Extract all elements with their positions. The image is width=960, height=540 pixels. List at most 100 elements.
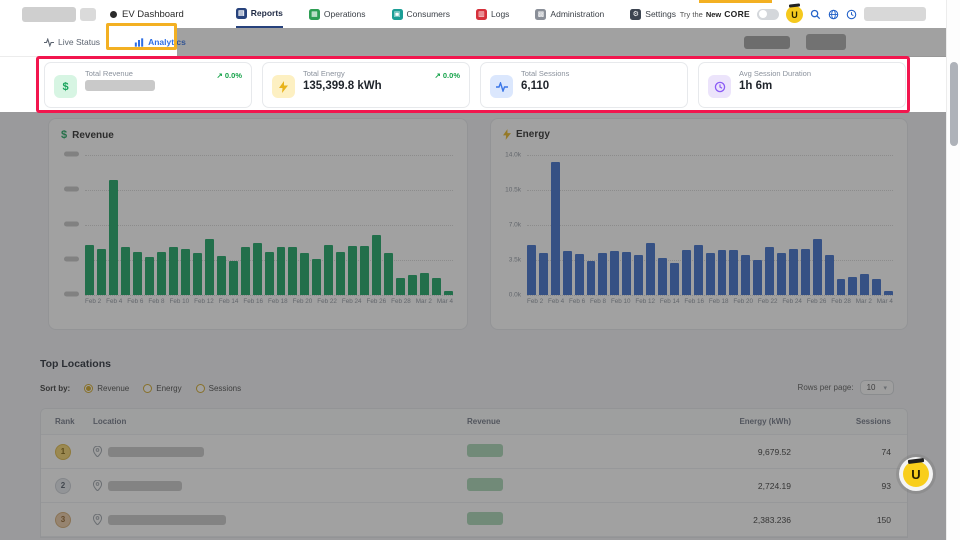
table-row[interactable]: 1 9,679.52 74 (41, 435, 907, 469)
chart-bar (336, 252, 345, 295)
try-core-prefix: Try the (680, 10, 703, 19)
chart-bar (825, 255, 834, 295)
chart-bar (682, 250, 691, 295)
x-tick-label: Feb 6 (569, 298, 585, 305)
nav-item-reports[interactable]: ▤ Reports (236, 0, 283, 28)
assistant-mascot-button[interactable]: U (903, 461, 929, 487)
chart-bar (658, 258, 667, 295)
top-locations-title: Top Locations (40, 358, 111, 370)
try-core-core: CORE (724, 9, 750, 19)
rows-per-page-control: Rows per page: 10 ▾ (798, 380, 894, 395)
nav-item-operations[interactable]: ▦ Operations (309, 0, 366, 28)
chart-bar (420, 273, 429, 295)
date-range-control-redacted[interactable] (744, 36, 790, 49)
sort-by-label: Sort by: (40, 384, 70, 393)
x-tick-label: Feb 22 (758, 298, 778, 305)
sessions-pulse-icon (490, 75, 513, 98)
duration-clock-icon (708, 75, 731, 98)
chart-bar (121, 247, 130, 295)
y-tick-label: 3.5k (493, 257, 521, 264)
reports-icon: ▤ (236, 8, 247, 19)
try-new-core-label: Try the New CORE (680, 9, 750, 19)
nav-item-consumers[interactable]: ▣ Consumers (392, 0, 450, 28)
tab-live-status[interactable]: Live Status (44, 37, 100, 47)
chart-bar (813, 239, 822, 295)
col-header-energy: Energy (kWh) (607, 417, 797, 426)
dollar-icon: $ (54, 75, 77, 98)
sort-option-revenue[interactable]: Revenue (84, 384, 129, 393)
x-tick-label: Feb 16 (684, 298, 704, 305)
nav-item-label: Settings (645, 9, 676, 19)
rows-per-page-select[interactable]: 10 ▾ (860, 380, 894, 395)
chart-bar (97, 249, 106, 295)
gridline (85, 295, 453, 296)
x-tick-label: Mar 4 (877, 298, 893, 305)
stat-value: 135,399.8 kWh (303, 80, 461, 92)
scrollbar-thumb[interactable] (950, 62, 958, 146)
core-toggle[interactable] (757, 9, 779, 20)
stat-label: Total Sessions (521, 69, 679, 78)
export-control-redacted[interactable] (806, 34, 846, 50)
settings-icon: ⚙ (630, 9, 641, 20)
nav-item-settings[interactable]: ⚙ Settings (630, 0, 676, 28)
app-title: EV Dashboard (122, 9, 184, 20)
sessions-cell: 93 (797, 481, 907, 491)
search-icon[interactable] (810, 9, 821, 20)
chart-bar (288, 247, 297, 295)
location-name-redacted (108, 515, 226, 525)
y-tick-label (51, 292, 79, 299)
x-tick-label: Feb 24 (782, 298, 802, 305)
chart-bar (217, 256, 226, 295)
chart-bar (587, 261, 596, 295)
y-tick-label (51, 187, 79, 194)
x-tick-label: Mar 2 (856, 298, 872, 305)
chart-bar (348, 246, 357, 295)
dollar-icon: $ (61, 129, 67, 141)
nav-item-label: Consumers (407, 9, 450, 19)
chart-bar (753, 260, 762, 295)
table-row[interactable]: 3 2,383.236 150 (41, 503, 907, 537)
radio-icon (143, 384, 152, 393)
chart-bar (610, 251, 619, 295)
sort-option-energy[interactable]: Energy (143, 384, 181, 393)
chart-bar (563, 251, 572, 295)
chart-bar (765, 247, 774, 295)
chart-bar (884, 291, 893, 295)
nav-item-administration[interactable]: ▩ Administration (535, 0, 604, 28)
chart-bar (253, 243, 262, 295)
table-row[interactable]: 2 2,724.19 93 (41, 469, 907, 503)
col-header-sessions: Sessions (797, 417, 907, 426)
energy-cell: 2,383.236 (607, 515, 797, 525)
x-tick-label: Feb 4 (548, 298, 564, 305)
chart-bar (860, 274, 869, 295)
chart-bar (872, 279, 881, 295)
stat-card-avg-session-duration: Avg Session Duration 1h 6m (698, 62, 906, 108)
nav-item-logs[interactable]: ▥ Logs (476, 0, 509, 28)
clock-icon[interactable] (846, 9, 857, 20)
lightning-icon (503, 129, 511, 140)
nav-item-label: Administration (550, 9, 604, 19)
map-pin-icon (93, 514, 102, 525)
chart-bar (324, 245, 333, 295)
col-header-location: Location (93, 417, 467, 426)
tab-analytics[interactable]: Analytics (134, 37, 186, 47)
rank-badge-silver: 2 (55, 478, 71, 494)
stat-card-total-revenue: $ Total Revenue ↗ 0.0% (44, 62, 252, 108)
sort-option-sessions[interactable]: Sessions (196, 384, 241, 393)
chart-bar (444, 291, 453, 295)
chart-bar (360, 246, 369, 295)
energy-bar-chart (527, 155, 893, 295)
assistant-mascot-icon[interactable]: U (786, 6, 803, 23)
bar-chart-icon (134, 38, 144, 47)
chart-bar (741, 255, 750, 295)
energy-x-axis: Feb 2Feb 4Feb 6Feb 8Feb 10Feb 12Feb 14Fe… (527, 298, 893, 305)
stat-card-total-energy: Total Energy 135,399.8 kWh ↗ 0.0% (262, 62, 470, 108)
map-pin-icon (93, 480, 102, 491)
globe-icon[interactable] (828, 9, 839, 20)
chart-bar (718, 250, 727, 295)
map-pin-icon (93, 446, 102, 457)
username-redacted[interactable] (864, 7, 926, 21)
chart-bar (646, 243, 655, 295)
location-name-redacted (108, 481, 182, 491)
gridline (527, 295, 893, 296)
